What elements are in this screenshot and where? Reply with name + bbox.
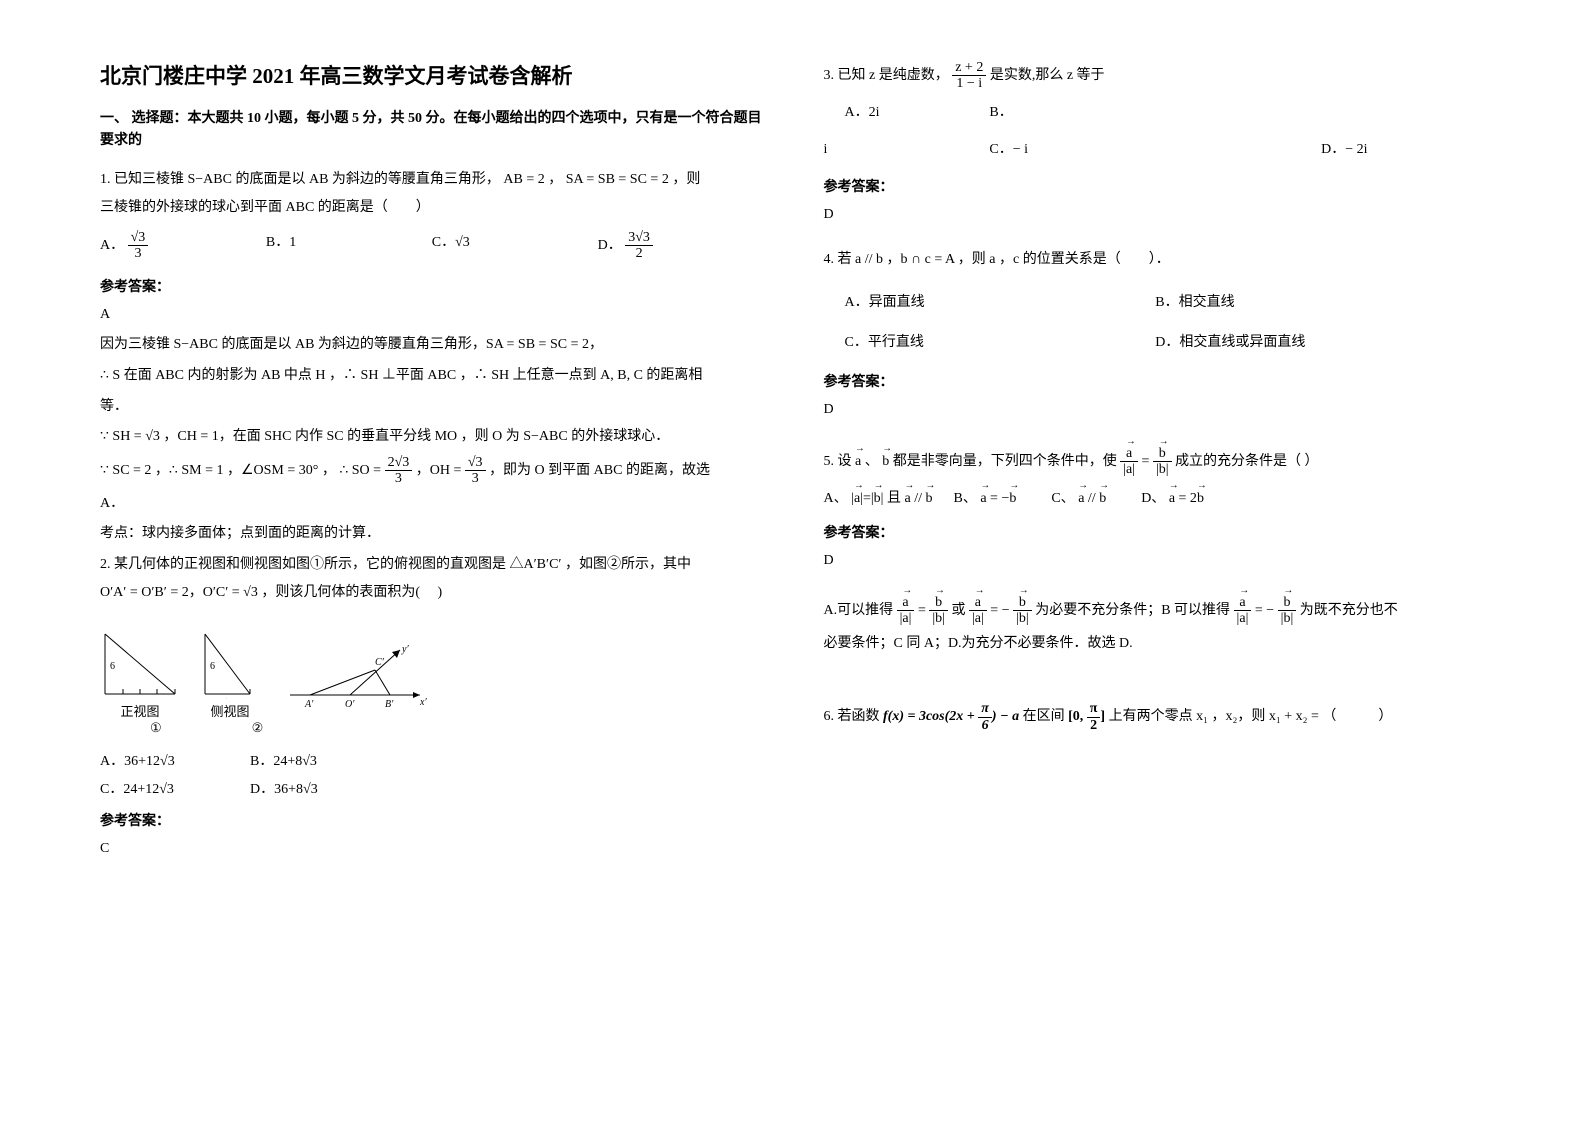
q1-sol-7: 考点：球内接多面体；点到面的距离的计算． xyxy=(100,521,764,548)
q4-answer: D xyxy=(824,397,1488,424)
q1-sol-5: ∵ SC = 2 ，∴ SM = 1 ，∠OSM = 30° ， ∴ SO = … xyxy=(100,455,764,487)
svg-text:←2→←2→: ←2→←2→ xyxy=(105,698,145,699)
q2-circle-1: ① xyxy=(150,720,162,736)
q6-text: 6. 若函数 f(x) = 3cos(2x + π6) − a 在区间 [0, … xyxy=(824,701,1488,733)
q4-option-d: D．相交直线或异面直线 xyxy=(1155,329,1487,357)
q1-sol-3: 等． xyxy=(100,394,764,421)
q2-side-view-svg: 6 ← 2√3 → xyxy=(200,619,260,699)
q3-option-b2: i xyxy=(824,137,990,162)
q2-text-1: 2. 某几何体的正视图和侧视图如图①所示，它的俯视图的直观图是 △A′B′C′ … xyxy=(100,552,764,579)
svg-text:C′: C′ xyxy=(375,657,385,668)
q1-text-1: 1. 已知三棱锥 S−ABC 的底面是以 AB 为斜边的等腰直角三角形， AB … xyxy=(100,167,764,194)
q1-sol-1: 因为三棱锥 S−ABC 的底面是以 AB 为斜边的等腰直角三角形，SA = SB… xyxy=(100,332,764,359)
left-column: 北京门楼庄中学 2021 年高三数学文月考试卷含解析 一、 选择题：本大题共 1… xyxy=(100,60,764,1082)
q3-option-a: A．2i xyxy=(824,100,990,125)
q4-answer-label: 参考答案： xyxy=(824,371,1488,391)
q6-interval: [0, π2] xyxy=(1068,709,1109,724)
q2-option-a: A．36+12√3 xyxy=(100,750,250,770)
q2-fig2-label: 侧视图 xyxy=(200,701,260,720)
q2-oblique-view-svg: A′ O′ B′ x′ C′ y′ xyxy=(280,640,430,720)
q3-answer: D xyxy=(824,202,1488,229)
q4-option-b: B．相交直线 xyxy=(1155,289,1487,317)
q2-fig3-wrap: A′ O′ B′ x′ C′ y′ xyxy=(280,640,430,720)
svg-text:6: 6 xyxy=(110,661,115,672)
q4-option-a: A．异面直线 xyxy=(824,289,1156,317)
q3-line: 3. 已知 z 是纯虚数， z + 21 − i 是实数,那么 z 等于 xyxy=(824,60,1488,92)
q2-circle-2: ② xyxy=(252,720,264,736)
q2-option-c: C．24+12√3 xyxy=(100,778,250,798)
q3-option-d: D．− 2i xyxy=(1321,137,1487,162)
svg-text:6: 6 xyxy=(210,661,215,672)
q1-sol-6: A． xyxy=(100,491,764,518)
q2-answer: C xyxy=(100,836,764,863)
svg-text:← 2√3 →: ← 2√3 → xyxy=(208,698,240,699)
q5-options: A、 |a|=|b| 且 a // b B、 a = −b C、 a // b … xyxy=(824,486,1488,513)
q1-option-c: C．√3 xyxy=(432,230,598,262)
q3-options-row1: A．2i B． xyxy=(824,100,1488,125)
q2-options-row2: C．24+12√3 D．36+8√3 xyxy=(100,778,764,798)
q4-text: 4. 若 a // b ，b ∩ c = A ，则 a ，c 的位置关系是（ ）… xyxy=(824,247,1488,274)
q5-sol-1: A.可以推得 a|a| = b|b| 或 a|a| = − b|b| 为必要不充… xyxy=(824,595,1488,627)
q5-answer: D xyxy=(824,548,1488,575)
q2-option-d: D．36+8√3 xyxy=(250,778,318,798)
q3-answer-label: 参考答案： xyxy=(824,176,1488,196)
q2-option-b: B．24+8√3 xyxy=(250,750,317,770)
q1-option-b: B．1 xyxy=(266,230,432,262)
q1-options: A． √33 B．1 C．√3 D． 3√32 xyxy=(100,230,764,262)
svg-text:A′: A′ xyxy=(304,699,314,710)
q1-answer-label: 参考答案： xyxy=(100,276,764,296)
q1-answer: A xyxy=(100,302,764,329)
q2-fig1-wrap: 6 ←2→←2→ 正视图 xyxy=(100,619,180,720)
q2-options-row1: A．36+12√3 B．24+8√3 xyxy=(100,750,764,770)
q5-answer-label: 参考答案： xyxy=(824,522,1488,542)
q2-front-view-svg: 6 ←2→←2→ xyxy=(100,619,180,699)
q1-option-a: A． √33 xyxy=(100,230,266,262)
page-title: 北京门楼庄中学 2021 年高三数学文月考试卷含解析 xyxy=(100,60,764,90)
q1-sol-4: ∵ SH = √3 ，CH = 1，在面 SHC 内作 SC 的垂直平分线 MO… xyxy=(100,424,764,451)
svg-text:B′: B′ xyxy=(385,699,394,710)
q6-func: f(x) = 3cos(2x + π6) − a xyxy=(883,709,1023,724)
q1-option-d: D． 3√32 xyxy=(598,230,764,262)
q3-option-b: B． xyxy=(989,100,1155,125)
section-1-intro: 一、 选择题：本大题共 10 小题，每小题 5 分，共 50 分。在每小题给出的… xyxy=(100,108,764,153)
q1-sol-2: ∴ S 在面 ABC 内的射影为 AB 中点 H ，∴ SH ⊥平面 ABC ，… xyxy=(100,363,764,390)
svg-text:x′: x′ xyxy=(419,697,427,708)
svg-text:y′: y′ xyxy=(401,644,409,655)
q2-answer-label: 参考答案： xyxy=(100,810,764,830)
right-column: 3. 已知 z 是纯虚数， z + 21 − i 是实数,那么 z 等于 A．2… xyxy=(824,60,1488,1082)
svg-text:O′: O′ xyxy=(345,699,355,710)
q3-options-row2: i C．− i D．− 2i xyxy=(824,137,1488,162)
q4-option-c: C．平行直线 xyxy=(824,329,1156,357)
q5-sol-2: 必要条件；C 同 A；D.为充分不必要条件．故选 D. xyxy=(824,631,1488,658)
q2-figure-area: 6 ←2→←2→ 正视图 6 ← 2√3 → 侧视图 xyxy=(100,619,764,736)
q5-text: 5. 设 a 、 b 都是非零向量，下列四个条件中，使 a|a| = b|b| … xyxy=(824,446,1488,478)
q2-text-2: O′A′ = O′B′ = 2，O′C′ = √3 ，则该几何体的表面积为( ) xyxy=(100,580,764,607)
q2-fig1-label: 正视图 xyxy=(100,701,180,720)
q1-text-2: 三棱锥的外接球的球心到平面 ABC 的距离是（ ） xyxy=(100,195,764,222)
q3-option-c: C．− i xyxy=(989,137,1155,162)
q2-fig2-wrap: 6 ← 2√3 → 侧视图 xyxy=(200,619,260,720)
